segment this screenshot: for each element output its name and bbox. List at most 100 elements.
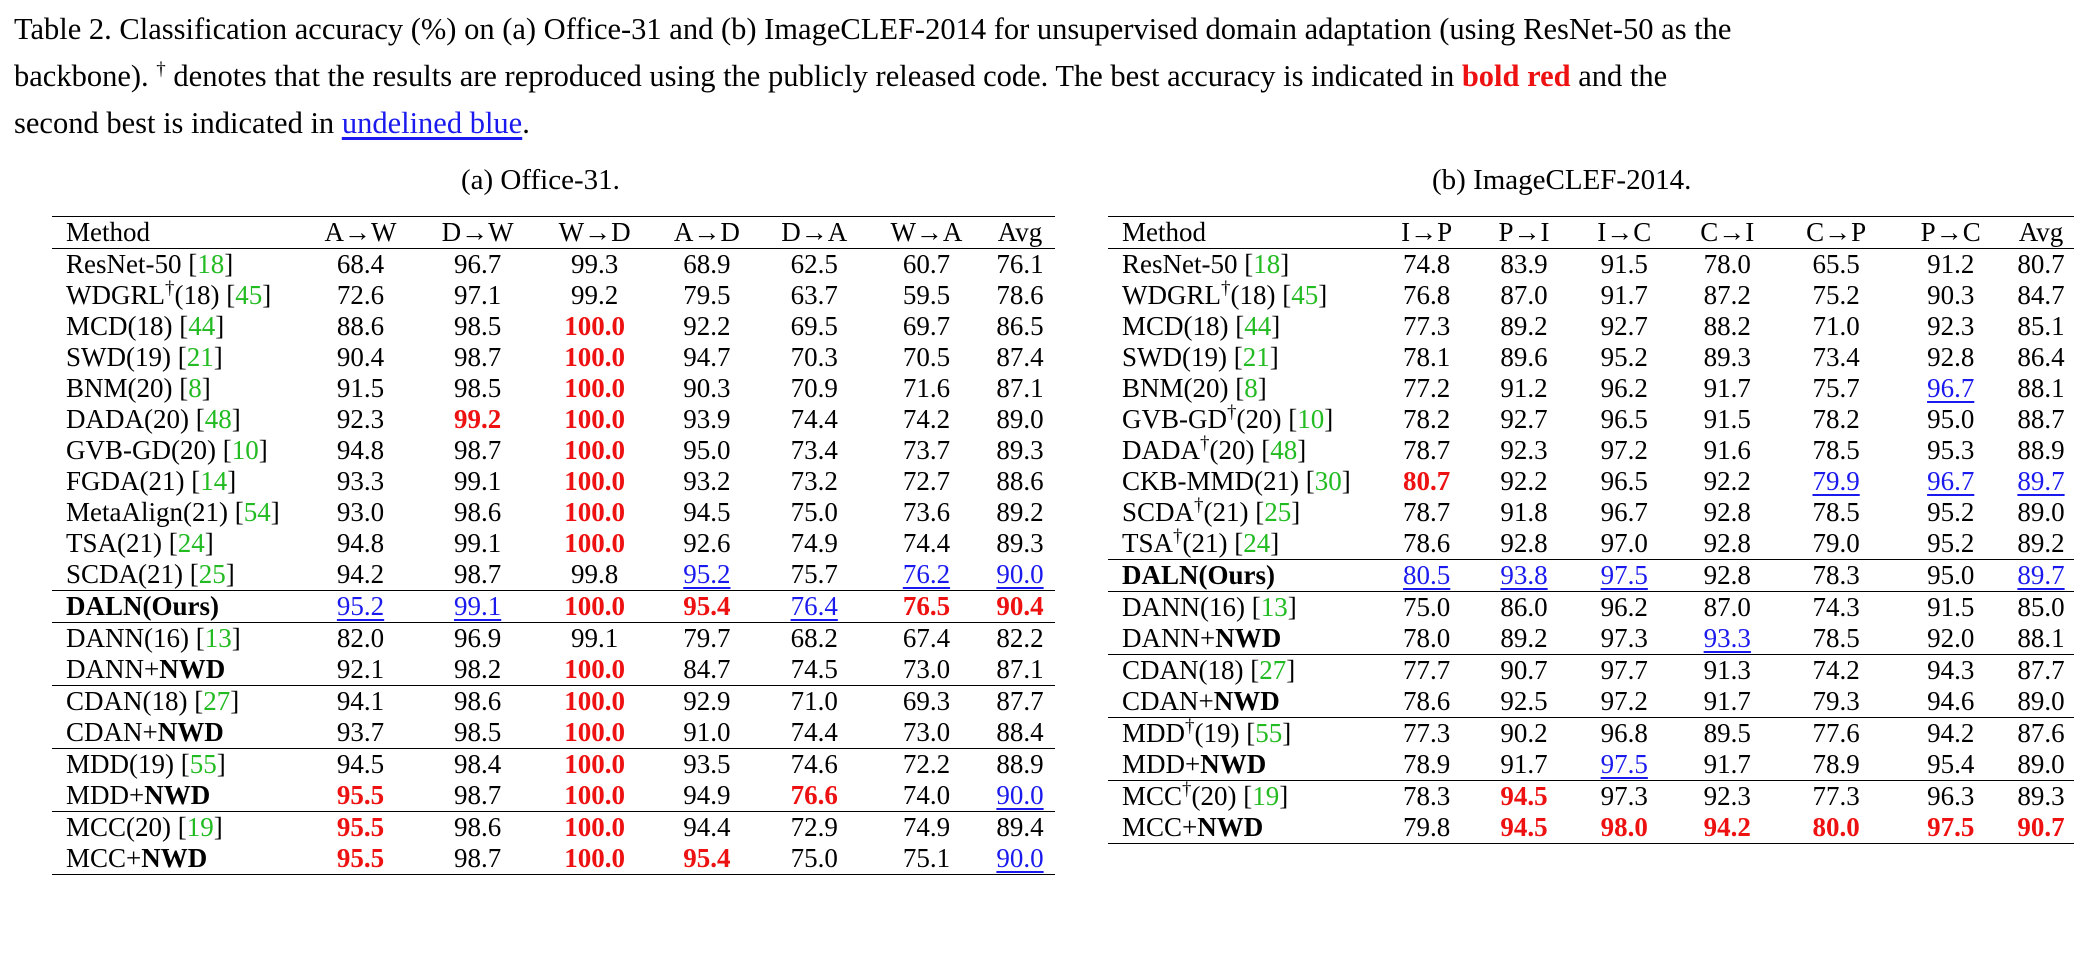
best-value: 100.0 [564, 466, 626, 496]
citation-number: 55 [1255, 718, 1283, 748]
value-cell: 60.7 [868, 249, 985, 281]
citation: [18] [1244, 249, 1290, 279]
value-cell: 92.7 [1573, 311, 1676, 342]
method-year: (20) [1236, 404, 1289, 434]
caption-text: . [522, 106, 530, 140]
value-cell: 96.5 [1573, 404, 1676, 435]
value: 93.2 [683, 466, 731, 496]
value-cell: 77.7 [1378, 654, 1476, 686]
value-cell: 89.2 [1475, 311, 1572, 342]
value: 86.5 [996, 311, 1044, 341]
value: 67.4 [902, 623, 951, 653]
value-cell: 78.0 [1378, 623, 1475, 655]
method-name: WDGRL [66, 280, 165, 310]
caption-text: second best is indicated in [14, 106, 342, 140]
second-best-value: 93.8 [1500, 560, 1548, 590]
table-row: MCD(18) [44] 88.6 98.5 100.0 92.2 69.5 69.7 86.… [52, 311, 1055, 342]
method-name: SCDA [1122, 497, 1195, 527]
citation-number: 21 [1242, 342, 1270, 372]
value-cell: 100.0 [536, 311, 653, 342]
value: 92.7 [1600, 311, 1648, 341]
value: 92.8 [1500, 528, 1548, 558]
value-cell: 98.0 [1572, 812, 1676, 844]
value-cell: 74.2 [868, 404, 985, 435]
table-row: GVB-GD†(20) [10] 78.2 92.7 96.5 91.5 78.2 95.0… [1108, 403, 2074, 435]
value-cell: 77.3 [1778, 780, 1894, 812]
value: 96.3 [1927, 781, 1975, 811]
value: 78.3 [1403, 781, 1451, 811]
table-row: MDD+NWD 78.9 91.7 97.5 91.7 78.9 95.4 89.0 [1108, 749, 2074, 781]
method-cell: SCDA(21) [25] [52, 559, 302, 591]
method-cell: DANN+NWD [52, 654, 302, 686]
value-cell: 98.5 [419, 311, 536, 342]
value: 89.2 [996, 497, 1044, 527]
value: 98.5 [453, 717, 502, 747]
best-value: 100.0 [564, 717, 626, 747]
method-name: MCC+ [66, 843, 142, 873]
method-name: DANN(16) [1122, 592, 1252, 622]
citation: [21] [1233, 342, 1279, 372]
value-cell: 92.3 [1475, 435, 1572, 466]
best-value: 100.0 [564, 749, 626, 779]
value-cell: 92.3 [302, 404, 419, 435]
table-row: MDD+NWD 95.5 98.7 100.0 94.9 76.6 74.0 90.0 [52, 780, 1055, 812]
value: 88.6 [996, 466, 1044, 496]
value: 75.0 [790, 843, 838, 873]
method-name: CDAN+ [66, 717, 158, 747]
method-cell: MetaAlign(21) [54] [52, 497, 302, 528]
header-method: Method [1108, 216, 1378, 249]
best-value: 100.0 [564, 528, 626, 558]
citation: [14] [191, 466, 237, 496]
method-name: DANN+ [66, 654, 160, 684]
value-cell: 78.7 [1378, 435, 1475, 466]
value: 89.3 [2017, 781, 2065, 811]
value-cell: 78.7 [1378, 497, 1475, 528]
citation: [13] [195, 623, 241, 653]
value-cell: 92.8 [1676, 528, 1779, 560]
value: 71.6 [902, 373, 951, 403]
value-cell: 90.4 [302, 342, 419, 373]
imageclef-table: Method I→P P→I I→C C→I C→P P→C Avg ResNet-50 [18… [1108, 216, 2074, 844]
value: 94.8 [336, 435, 385, 465]
method-cell: MCC(20) [19] [52, 811, 302, 843]
value-cell: 89.5 [1675, 717, 1779, 749]
method-name: SCDA(21) [66, 559, 190, 589]
value-cell: 95.5 [302, 780, 419, 812]
value-cell: 92.3 [1675, 780, 1779, 812]
method-cell: MCC+NWD [52, 843, 302, 875]
method-name-bold: NWD [1215, 623, 1282, 653]
value-cell: 74.4 [761, 717, 868, 749]
value: 98.7 [453, 559, 502, 589]
method-year: (20) [1209, 435, 1262, 465]
value-cell: 97.7 [1572, 654, 1676, 686]
method-cell: DALN(Ours) [1108, 559, 1378, 592]
value: 98.7 [453, 780, 502, 810]
value-cell: 90.0 [985, 843, 1055, 875]
value: 74.3 [1812, 592, 1860, 622]
value: 88.1 [2017, 373, 2065, 403]
value-cell: 71.6 [868, 373, 985, 404]
value-cell: 76.8 [1378, 280, 1475, 311]
table-row: CDAN+NWD 78.6 92.5 97.2 91.7 79.3 94.6 89.0 [1108, 686, 2074, 718]
value-cell: 91.7 [1676, 749, 1779, 781]
value: 92.5 [1500, 686, 1548, 716]
value: 98.6 [453, 812, 502, 842]
second-best-value: 90.0 [996, 559, 1044, 589]
table-row: DADA†(20) [48] 78.7 92.3 97.2 91.6 78.5 95.3 88… [1108, 434, 2074, 466]
value-cell: 78.5 [1779, 623, 1894, 655]
value-cell: 87.2 [1676, 280, 1779, 311]
table-row: TSA†(21) [24] 78.6 92.8 97.0 92.8 79.0 95.2 89.… [1108, 527, 2074, 560]
value: 75.1 [902, 843, 951, 873]
value: 74.4 [902, 528, 951, 558]
value: 88.6 [336, 311, 385, 341]
value: 78.2 [1812, 404, 1860, 434]
value-cell: 85.1 [2008, 311, 2074, 342]
value: 88.9 [2017, 435, 2065, 465]
value: 91.6 [1703, 435, 1751, 465]
value-cell: 98.4 [419, 748, 537, 780]
table-row: MDD(19) [55] 94.5 98.4 100.0 93.5 74.6 72.2 88.… [52, 748, 1055, 780]
value: 80.7 [2017, 249, 2065, 279]
value: 97.3 [1600, 623, 1648, 653]
value: 71.0 [1812, 311, 1860, 341]
header-column: C→I [1675, 216, 1779, 249]
